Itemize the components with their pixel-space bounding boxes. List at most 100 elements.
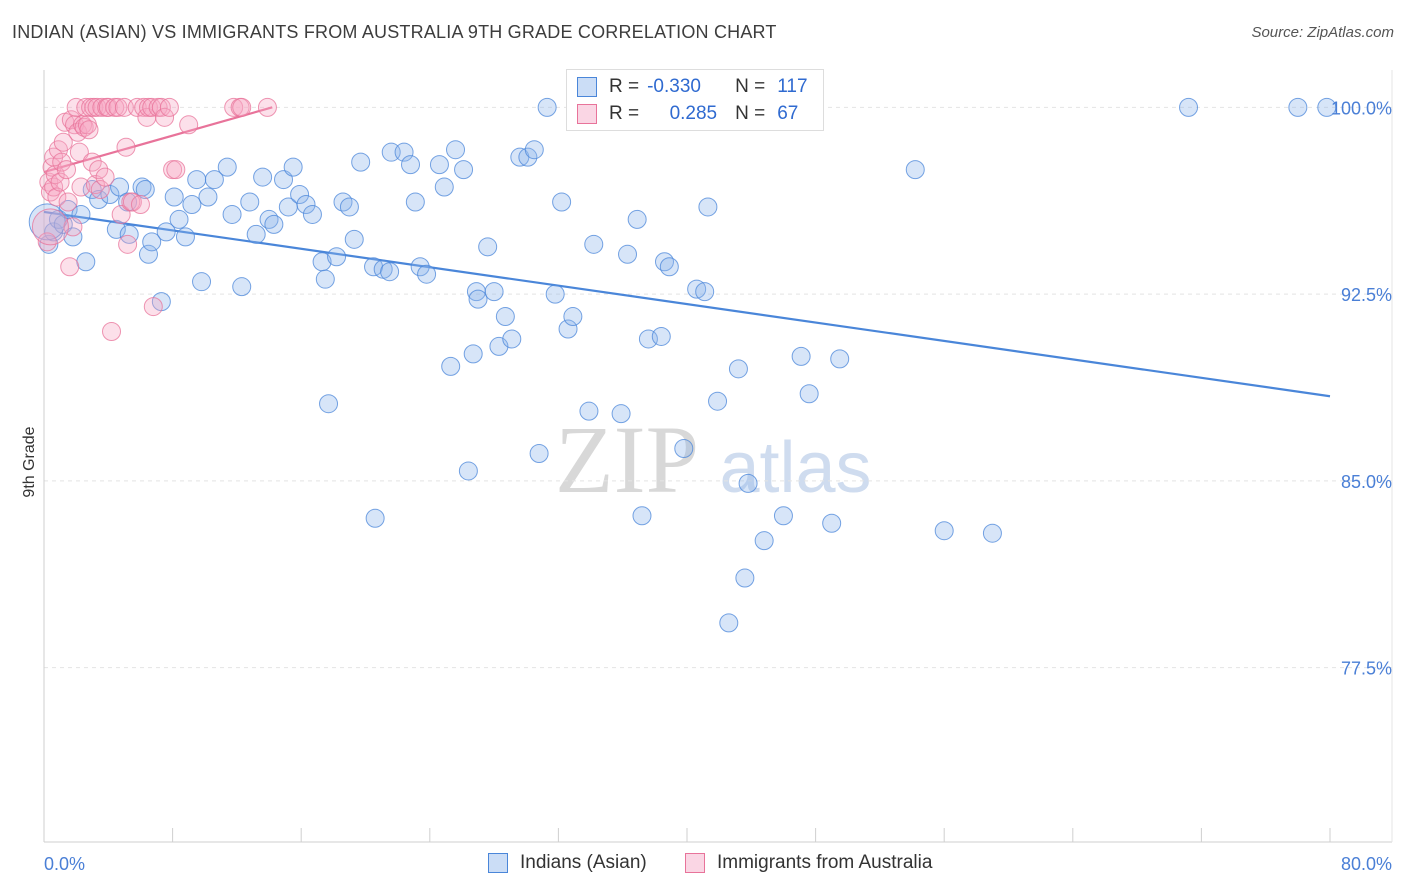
point-indians[interactable] bbox=[429, 155, 449, 175]
point-indians[interactable] bbox=[164, 187, 184, 207]
point-australia[interactable] bbox=[60, 257, 80, 277]
point-indians[interactable] bbox=[659, 257, 679, 277]
point-australia[interactable] bbox=[98, 97, 118, 117]
point-indians[interactable] bbox=[315, 269, 335, 289]
point-indians[interactable] bbox=[454, 160, 474, 180]
point-indians[interactable] bbox=[518, 147, 538, 167]
point-indians[interactable] bbox=[822, 513, 842, 533]
point-indians[interactable] bbox=[198, 187, 218, 207]
point-indians[interactable] bbox=[417, 264, 437, 284]
point-australia[interactable] bbox=[122, 192, 142, 212]
point-indians[interactable] bbox=[674, 439, 694, 459]
point-indians[interactable] bbox=[76, 252, 96, 272]
point-indians[interactable] bbox=[106, 219, 126, 239]
point-indians[interactable] bbox=[545, 284, 565, 304]
point-australia[interactable] bbox=[159, 97, 179, 117]
point-indians[interactable] bbox=[611, 404, 631, 424]
point-australia[interactable] bbox=[89, 160, 109, 180]
point-australia[interactable] bbox=[37, 232, 57, 252]
point-indians[interactable] bbox=[695, 282, 715, 302]
point-indians[interactable] bbox=[333, 192, 353, 212]
point-indians[interactable] bbox=[934, 521, 954, 541]
point-indians[interactable] bbox=[698, 197, 718, 217]
point-indians[interactable] bbox=[365, 508, 385, 528]
point-indians[interactable] bbox=[232, 277, 252, 297]
point-australia[interactable] bbox=[90, 180, 110, 200]
point-indians[interactable] bbox=[434, 177, 454, 197]
point-indians[interactable] bbox=[632, 506, 652, 526]
legend-item-australia[interactable]: Immigrants from Australia bbox=[685, 852, 932, 874]
point-australia[interactable] bbox=[79, 120, 99, 140]
point-indians[interactable] bbox=[830, 349, 850, 369]
point-indians[interactable] bbox=[89, 189, 109, 209]
point-indians[interactable] bbox=[687, 279, 707, 299]
point-australia[interactable] bbox=[179, 115, 199, 135]
point-indians[interactable] bbox=[1317, 97, 1337, 117]
point-australia[interactable] bbox=[74, 117, 94, 137]
point-australia[interactable] bbox=[108, 97, 128, 117]
point-indians[interactable] bbox=[401, 155, 421, 175]
point-indians[interactable] bbox=[175, 227, 195, 247]
point-indians[interactable] bbox=[192, 272, 212, 292]
point-indians[interactable] bbox=[100, 185, 120, 205]
point-australia[interactable] bbox=[53, 132, 73, 152]
point-indians[interactable] bbox=[82, 180, 102, 200]
point-indians[interactable] bbox=[351, 152, 371, 172]
point-indians[interactable] bbox=[446, 140, 466, 160]
point-indians[interactable] bbox=[246, 224, 266, 244]
point-indians[interactable] bbox=[558, 319, 578, 339]
point-indians[interactable] bbox=[135, 180, 155, 200]
point-australia[interactable] bbox=[69, 142, 89, 162]
point-australia[interactable] bbox=[127, 97, 147, 117]
point-australia[interactable] bbox=[116, 137, 136, 157]
point-indians[interactable] bbox=[484, 282, 504, 302]
point-indians[interactable] bbox=[524, 140, 544, 160]
point-indians[interactable] bbox=[156, 222, 176, 242]
point-indians[interactable] bbox=[1179, 97, 1199, 117]
point-indians[interactable] bbox=[380, 262, 400, 282]
point-australia[interactable] bbox=[224, 97, 244, 117]
point-australia[interactable] bbox=[130, 194, 150, 214]
point-indians[interactable] bbox=[410, 257, 430, 277]
point-australia[interactable] bbox=[95, 167, 115, 187]
point-indians[interactable] bbox=[552, 192, 572, 212]
point-indians[interactable] bbox=[458, 461, 478, 481]
point-australia[interactable] bbox=[63, 217, 83, 237]
point-indians[interactable] bbox=[441, 356, 461, 376]
legend-item-indians[interactable]: Indians (Asian) bbox=[488, 852, 647, 874]
point-indians[interactable] bbox=[537, 97, 557, 117]
point-indians[interactable] bbox=[773, 506, 793, 526]
point-indians[interactable] bbox=[344, 229, 364, 249]
point-indians[interactable] bbox=[651, 326, 671, 346]
point-indians[interactable] bbox=[253, 167, 273, 187]
point-indians[interactable] bbox=[319, 394, 339, 414]
point-indians[interactable] bbox=[728, 359, 748, 379]
point-indians[interactable] bbox=[468, 289, 488, 309]
point-indians[interactable] bbox=[182, 194, 202, 214]
point-indians[interactable] bbox=[719, 613, 739, 633]
point-australia[interactable] bbox=[102, 321, 122, 341]
point-indians[interactable] bbox=[791, 346, 811, 366]
point-indians[interactable] bbox=[563, 307, 583, 327]
point-australia[interactable] bbox=[50, 172, 70, 192]
point-indians[interactable] bbox=[394, 142, 414, 162]
point-indians[interactable] bbox=[579, 401, 599, 421]
point-indians[interactable] bbox=[217, 157, 237, 177]
point-australia[interactable] bbox=[71, 177, 91, 197]
point-indians[interactable] bbox=[264, 214, 284, 234]
point-indians[interactable] bbox=[110, 177, 130, 197]
point-indians[interactable] bbox=[339, 197, 359, 217]
point-indians[interactable] bbox=[290, 185, 310, 205]
point-australia[interactable] bbox=[155, 107, 175, 127]
point-australia[interactable] bbox=[31, 208, 69, 246]
point-indians[interactable] bbox=[63, 227, 83, 247]
point-indians[interactable] bbox=[169, 209, 189, 229]
point-indians[interactable] bbox=[529, 444, 549, 464]
point-indians[interactable] bbox=[204, 170, 224, 190]
point-indians[interactable] bbox=[142, 232, 162, 252]
point-australia[interactable] bbox=[143, 297, 163, 317]
point-indians[interactable] bbox=[283, 157, 303, 177]
point-indians[interactable] bbox=[584, 234, 604, 254]
point-australia[interactable] bbox=[257, 97, 277, 117]
point-indians[interactable] bbox=[905, 160, 925, 180]
